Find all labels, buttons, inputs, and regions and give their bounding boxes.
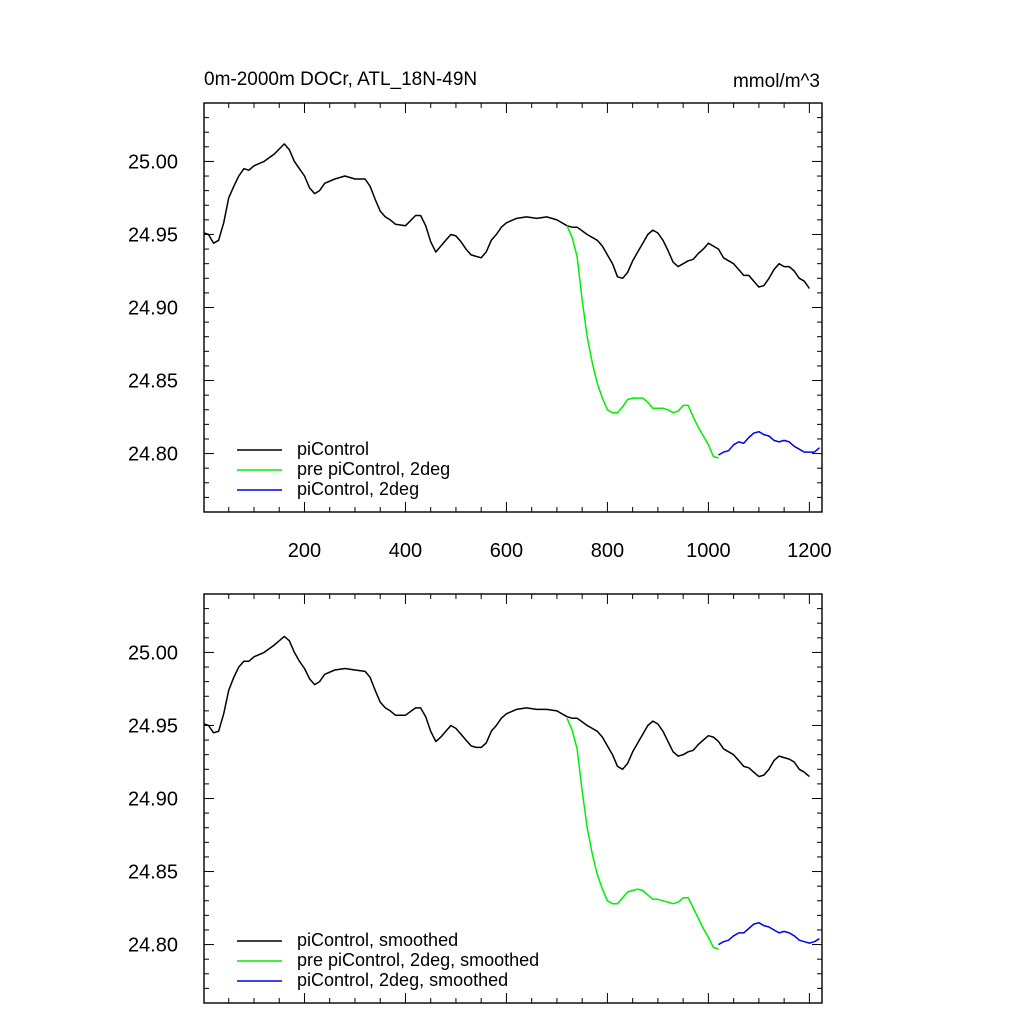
- legend-label: pre piControl, 2deg, smoothed: [297, 950, 539, 970]
- series-line-2: [718, 921, 820, 946]
- legend-label: piControl: [297, 439, 369, 459]
- x-tick-label: 800: [591, 540, 624, 562]
- x-tick-label: 1000: [686, 540, 731, 562]
- x-tick-label: 400: [389, 540, 422, 562]
- x-tick-label: 200: [288, 540, 321, 562]
- y-tick-label: 25.00: [128, 642, 178, 664]
- series-line-1: [566, 717, 719, 950]
- top-x-ticks: [228, 103, 810, 512]
- series-line-1: [566, 225, 719, 459]
- units-label: mmol/m^3: [733, 71, 820, 92]
- series-line-0: [203, 635, 810, 778]
- series-line-0: [203, 143, 811, 289]
- legend-label: pre piControl, 2deg: [297, 459, 450, 479]
- y-tick-label: 24.90: [128, 789, 178, 811]
- legend-label: piControl, smoothed: [297, 930, 458, 950]
- y-tick-label: 25.00: [128, 151, 178, 173]
- y-tick-label: 24.95: [128, 715, 178, 737]
- chart-title: 0m-2000m DOCr, ATL_18N-49N: [204, 69, 477, 90]
- x-tick-label: 600: [490, 540, 523, 562]
- top-y-ticks: [204, 117, 822, 498]
- y-tick-label: 24.80: [128, 935, 178, 957]
- series-line-2: [718, 430, 820, 456]
- legend-label: piControl, 2deg, smoothed: [297, 970, 508, 990]
- x-tick-label: 1200: [787, 540, 832, 562]
- legend-label: piControl, 2deg: [297, 479, 419, 499]
- bottom-x-ticks: [228, 594, 810, 1003]
- top-panel: 200 400 600 800 1000 1200 24.80 24.85 24.90 24.95…: [128, 102, 832, 562]
- y-tick-label: 24.90: [128, 298, 178, 320]
- y-tick-label: 24.80: [128, 444, 178, 466]
- y-tick-label: 24.85: [128, 862, 178, 884]
- y-tick-label: 24.95: [128, 224, 178, 246]
- y-tick-label: 24.85: [128, 371, 178, 393]
- bottom-panel: 24.80 24.85 24.90 24.95 25.00 piControl, smoo…: [128, 593, 823, 1004]
- bottom-y-ticks: [204, 608, 822, 989]
